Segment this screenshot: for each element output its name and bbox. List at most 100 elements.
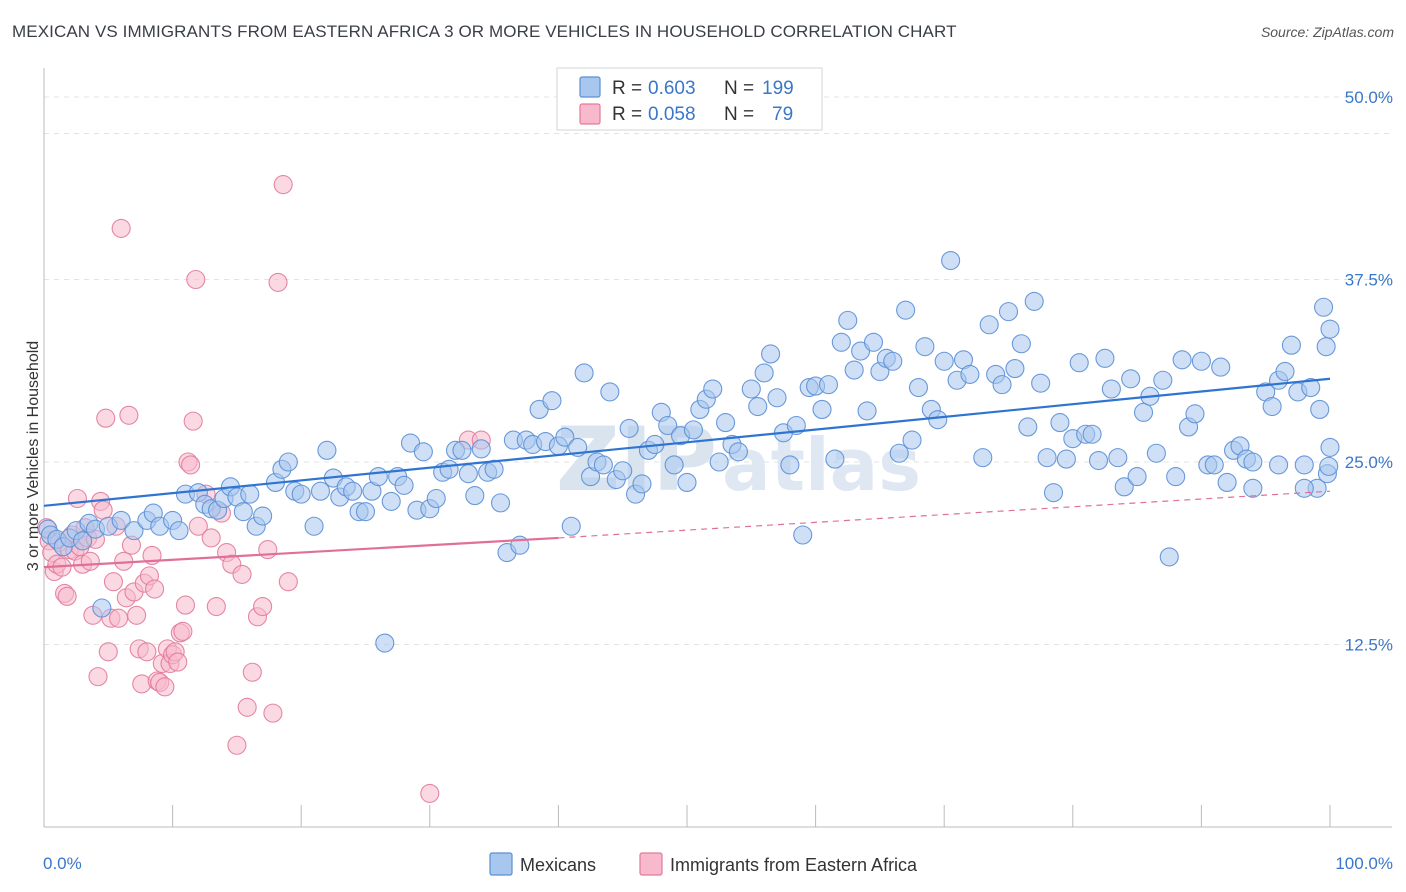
chart-title: MEXICAN VS IMMIGRANTS FROM EASTERN AFRIC… <box>12 22 957 41</box>
legend-n-value-1: 199 <box>762 78 794 99</box>
data-point <box>767 388 787 408</box>
data-point <box>1031 373 1051 393</box>
data-point <box>761 344 781 364</box>
data-point <box>1043 483 1064 503</box>
data-point <box>1319 456 1339 476</box>
data-point <box>1301 377 1321 398</box>
data-point <box>555 427 575 447</box>
data-point <box>1114 477 1134 497</box>
y-tick-labels: 12.5% 25.0% 37.5% 50.0% <box>1345 88 1393 655</box>
legend-r-label-1: R = <box>612 78 642 99</box>
data-point <box>237 697 257 717</box>
data-point <box>683 420 703 440</box>
data-point <box>273 175 293 195</box>
data-point <box>183 411 203 431</box>
data-point <box>1166 467 1186 487</box>
data-point <box>1262 396 1282 417</box>
data-point <box>240 484 260 504</box>
data-point <box>381 491 401 511</box>
data-point <box>119 405 139 425</box>
trend-lines <box>43 377 1331 569</box>
data-point <box>1069 353 1089 373</box>
y-tick-label: 12.5% <box>1345 636 1393 655</box>
data-point <box>812 399 832 419</box>
data-point <box>132 674 152 694</box>
x-tick-labels: 0.0% 100.0% <box>43 854 1393 873</box>
data-point <box>1056 449 1076 469</box>
data-point <box>716 413 736 433</box>
data-point <box>471 439 491 459</box>
data-point <box>542 391 562 411</box>
data-point <box>664 455 684 475</box>
data-point <box>368 467 388 487</box>
data-point <box>998 302 1019 322</box>
data-point <box>103 572 123 592</box>
data-point <box>181 455 201 475</box>
data-point <box>1243 452 1263 472</box>
legend-r-value-1: 0.603 <box>648 78 696 99</box>
data-point <box>600 382 620 402</box>
data-point <box>458 464 478 484</box>
series-legend: Mexicans Immigrants from Eastern Africa <box>489 852 918 876</box>
data-point <box>902 430 922 450</box>
data-point <box>728 442 748 462</box>
data-point <box>1088 450 1109 471</box>
data-point <box>173 621 193 641</box>
data-point <box>111 218 131 238</box>
data-point <box>439 459 459 479</box>
data-point <box>857 401 877 421</box>
legend-r-label-2: R = <box>612 104 642 125</box>
y-tick-label: 25.0% <box>1345 453 1393 472</box>
data-point <box>355 502 376 522</box>
data-point <box>186 269 206 290</box>
data-point <box>278 452 298 472</box>
data-point <box>111 510 131 530</box>
data-point <box>420 783 440 803</box>
data-point <box>574 363 594 383</box>
data-points <box>37 175 1340 803</box>
data-point <box>145 579 165 599</box>
data-point <box>825 449 845 469</box>
data-point <box>632 474 652 494</box>
data-point <box>703 379 723 399</box>
data-point <box>709 452 729 472</box>
data-point <box>80 551 100 571</box>
data-point <box>1095 348 1115 368</box>
data-point <box>1050 413 1070 433</box>
data-point <box>1316 337 1336 357</box>
data-point <box>908 377 929 398</box>
data-point <box>1275 361 1295 382</box>
data-point <box>1294 455 1314 475</box>
data-point <box>1281 335 1301 355</box>
bottom-legend-swatch-mexicans <box>489 852 513 876</box>
data-point <box>1310 399 1330 419</box>
data-point <box>1217 472 1237 492</box>
data-point <box>1211 357 1231 377</box>
legend-r-value-2: 0.058 <box>648 104 696 125</box>
data-point <box>619 418 639 438</box>
data-point <box>973 448 993 468</box>
watermark-atlas: atlas <box>722 423 921 507</box>
trend-line <box>43 536 559 569</box>
data-point <box>310 481 331 501</box>
legend-n-label-1: N = <box>724 78 754 99</box>
data-point <box>818 375 839 395</box>
data-point <box>561 516 581 536</box>
stats-legend: R = 0.603 N = 199 R = 0.058 N = 79 <box>556 67 823 131</box>
data-point <box>227 735 247 755</box>
data-point <box>168 652 188 672</box>
data-point <box>979 315 999 335</box>
data-point <box>1018 417 1038 437</box>
data-point <box>88 667 108 687</box>
data-point <box>124 521 144 541</box>
data-point <box>67 488 87 509</box>
data-point <box>98 642 118 662</box>
data-point <box>928 410 948 430</box>
data-point <box>253 596 273 617</box>
data-point <box>452 440 472 460</box>
data-point <box>127 605 147 625</box>
data-point <box>748 396 768 417</box>
data-point <box>1037 448 1057 468</box>
data-point <box>1024 291 1044 311</box>
